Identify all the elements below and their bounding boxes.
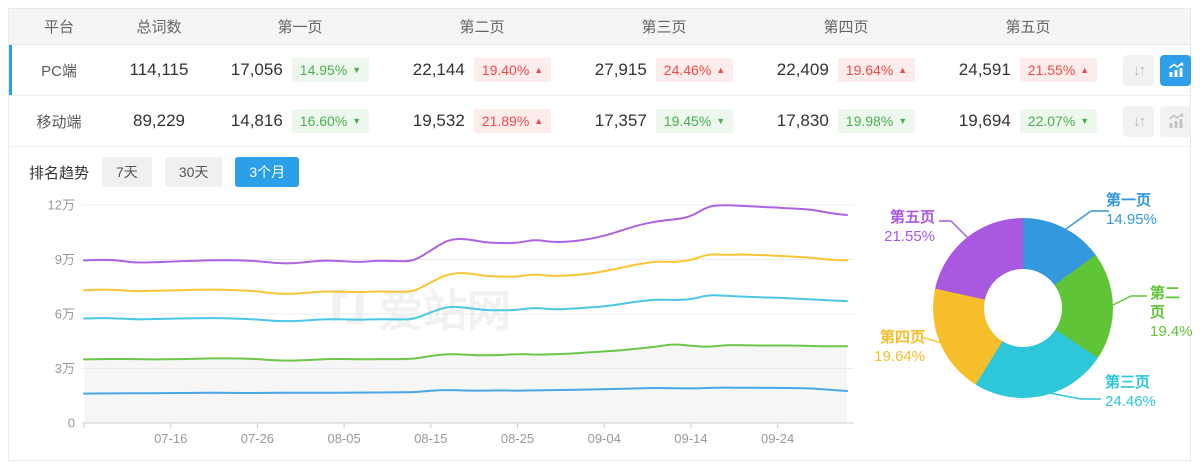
page2-change-badge: 19.40% ▲ [473,58,552,82]
page1-change-badge: 16.60% ▼ [291,109,370,133]
trend-arrow-icon: ▲ [534,64,544,75]
page5-change-badge: 21.55% ▲ [1019,58,1098,82]
total-words: 89,229 [133,111,185,130]
page1-count: 14,816 [230,111,283,130]
aizhan-logo-icon [332,289,364,325]
donut-hole [984,269,1062,347]
keyword-rank-panel: 平台 总词数 第一页 第二页 第三页 第四页 第五页 PC端 114,115 1… [8,8,1193,461]
svg-text:6万: 6万 [55,306,75,321]
page4-change-badge: 19.64% ▲ [837,58,916,82]
page3-cell: 17,357 19.45% ▼ [573,109,755,133]
trend-arrow-icon: ▲ [716,64,726,75]
table-header: 平台 总词数 第一页 第二页 第三页 第四页 第五页 [9,9,1190,45]
platform-label: PC端 [41,62,77,80]
svg-text:3万: 3万 [55,361,75,376]
trend-chart-icon-button[interactable] [1160,105,1191,137]
col-platform: 平台 [43,19,74,36]
pie-label-page4: 第四页 19.64% [874,329,925,365]
rank-trend-section: 排名趋势 7天 30天 3个月 爱站网 0 3万 6万 9万 12万 07-16 07-26… [9,147,1193,460]
svg-text:08-05: 08-05 [327,431,360,446]
page1-cell: 17,056 14.95% ▼ [209,58,391,82]
svg-text:08-25: 08-25 [501,431,534,446]
bar-chart-trend-icon [1168,113,1183,128]
page4-cell: 17,830 19.98% ▼ [755,109,937,133]
aizhan-watermark: 爱站网 [325,275,511,339]
tab-3months[interactable]: 3个月 [235,157,300,187]
page5-cell: 19,694 22.07% ▼ [937,109,1119,133]
svg-text:09-14: 09-14 [674,431,707,446]
page5-cell: 24,591 21.55% ▲ [937,58,1119,82]
page2-cell: 22,144 19.40% ▲ [391,58,573,82]
trend-arrow-icon: ▲ [898,64,908,75]
page4-change-badge: 19.98% ▼ [837,109,916,133]
page3-change-badge: 24.46% ▲ [655,58,734,82]
trend-arrow-icon: ▼ [352,115,362,126]
bar-chart-trend-icon [1168,62,1183,77]
trend-arrow-icon: ▼ [716,115,726,126]
total-words: 114,115 [129,60,189,79]
sort-arrows-button[interactable]: ↓↑ [1123,105,1154,137]
page1-count: 17,056 [230,60,283,79]
col-page5: 第五页 [1005,19,1051,36]
trend-arrow-icon: ▲ [1080,64,1090,75]
svg-text:0: 0 [68,416,75,431]
line-chart[interactable]: 0 3万 6万 9万 12万 07-16 07-26 08-05 08-15 08-25 09-04… [9,185,869,455]
trend-arrow-icon: ▲ [534,115,544,126]
page2-change-badge: 21.89% ▲ [473,109,552,133]
col-page4: 第四页 [823,19,869,36]
trend-arrow-icon: ▼ [352,64,362,75]
pie-chart-area: 第一页 14.95% 第二页 19.4% 第三页 24.46% 第四页 19.64% 第… [869,147,1192,460]
page4-count: 17,830 [776,111,829,130]
col-page3: 第三页 [641,19,687,36]
trend-title: 排名趋势 [29,164,90,182]
pie-label-page3: 第三页 24.46% [1105,374,1156,410]
pie-label-page2: 第二页 19.4% [1150,285,1193,340]
col-total: 总词数 [136,19,182,36]
svg-text:9万: 9万 [55,252,75,267]
col-page1: 第一页 [277,19,323,36]
page1-change-badge: 14.95% ▼ [291,58,370,82]
page3-change-badge: 19.45% ▼ [655,109,734,133]
svg-text:09-04: 09-04 [588,431,621,446]
platform-label: 移动端 [36,113,82,131]
svg-text:08-15: 08-15 [414,431,447,446]
page3-count: 27,915 [594,60,647,79]
tab-30days[interactable]: 30天 [164,157,223,187]
page2-count: 22,144 [412,60,465,79]
trend-arrow-icon: ▼ [898,115,908,126]
trend-arrow-icon: ▼ [1080,115,1090,126]
page1-cell: 14,816 16.60% ▼ [209,109,391,133]
page4-count: 22,409 [776,60,829,79]
page2-count: 19,532 [412,111,465,130]
page2-cell: 19,532 21.89% ▲ [391,109,573,133]
pie-label-page1: 第一页 14.95% [1106,192,1157,228]
page3-count: 17,357 [594,111,647,130]
pie-leader-lines [920,210,1147,400]
page5-count: 24,591 [958,60,1011,79]
sort-arrows-button[interactable]: ↓↑ [1123,54,1154,86]
trend-chart-icon-button[interactable] [1160,54,1191,86]
svg-text:12万: 12万 [48,197,75,212]
svg-text:07-26: 07-26 [241,431,274,446]
table-row-mobile[interactable]: 移动端 89,229 14,816 16.60% ▼ 19,532 21.89% ▲… [9,96,1191,147]
page4-cell: 22,409 19.64% ▲ [755,58,937,82]
tab-7days[interactable]: 7天 [102,157,152,187]
svg-text:09-24: 09-24 [761,431,794,446]
watermark-text: 爱站网 [379,287,511,336]
table-row-pc[interactable]: PC端 114,115 17,056 14.95% ▼ 22,144 19.40%… [9,45,1191,96]
page3-cell: 27,915 24.46% ▲ [573,58,755,82]
page5-change-badge: 22.07% ▼ [1019,109,1098,133]
col-page2: 第二页 [459,19,505,36]
svg-text:07-16: 07-16 [154,431,187,446]
pie-label-page5: 第五页 21.55% [884,209,935,245]
page5-count: 19,694 [958,111,1011,130]
